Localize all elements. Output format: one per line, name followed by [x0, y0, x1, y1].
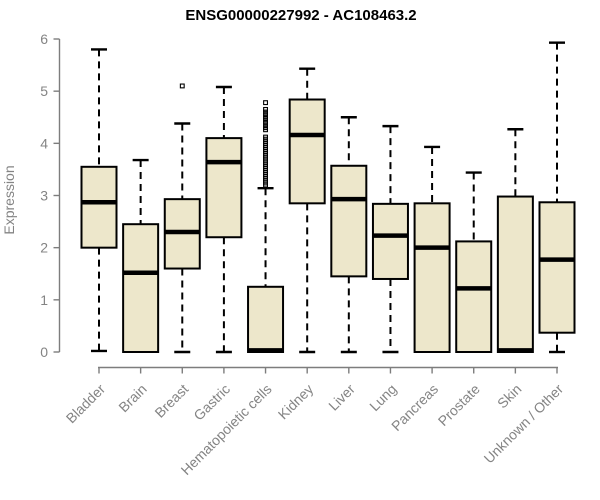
boxplot-gastric — [205, 85, 243, 354]
boxplot-skin — [496, 128, 534, 353]
boxplot-bladder — [80, 48, 118, 353]
outlier-point — [263, 120, 268, 125]
y-tick-label: 3 — [40, 188, 48, 204]
x-tick-label: Brain — [115, 381, 149, 415]
iqr-box — [455, 240, 493, 353]
boxplot-brain — [122, 158, 160, 353]
y-axis: 0 1 2 3 4 5 6 — [40, 31, 61, 360]
outlier-point — [179, 83, 185, 89]
outlier-point — [263, 114, 268, 120]
x-tick-label: Lung — [366, 381, 399, 414]
iqr-box — [330, 164, 368, 278]
x-tick-label: Unknown / Other — [481, 381, 567, 467]
x-tick-label: Liver — [325, 381, 358, 414]
iqr-box — [538, 201, 576, 334]
boxplot-lung — [371, 124, 409, 354]
iqr-box — [80, 165, 118, 249]
y-tick-label: 5 — [40, 83, 48, 99]
boxplot-pancreas — [413, 145, 451, 353]
boxplot-liver — [330, 116, 368, 354]
x-tick-label: Prostate — [435, 381, 483, 429]
chart-title: ENSG00000227992 - AC108463.2 — [185, 7, 416, 24]
outlier-point — [263, 127, 268, 133]
outlier-point — [263, 112, 268, 118]
x-tick-label: Breast — [151, 381, 191, 421]
y-tick-label: 1 — [40, 292, 48, 308]
y-tick-label: 6 — [40, 31, 48, 47]
outlier-point — [263, 106, 268, 112]
y-tick-label: 4 — [40, 135, 48, 151]
y-tick-label: 2 — [40, 240, 48, 256]
y-axis-label: Expression — [1, 165, 17, 234]
boxplot-series — [80, 41, 576, 354]
boxplot-prostate — [455, 171, 493, 353]
x-tick-label: Kidney — [275, 381, 317, 423]
iqr-box — [371, 202, 409, 280]
outlier-point — [263, 100, 268, 106]
iqr-box — [288, 98, 326, 205]
iqr-box — [247, 285, 285, 353]
iqr-box — [496, 195, 534, 353]
outlier-point — [263, 182, 268, 188]
boxplot-unknown-other — [538, 41, 576, 354]
boxplot-kidney — [288, 67, 326, 354]
iqr-box — [122, 223, 160, 353]
iqr-box — [413, 202, 451, 353]
y-tick-label: 0 — [40, 344, 48, 360]
outlier-point — [263, 109, 268, 115]
boxplot-hematopoietic-cells — [247, 100, 285, 353]
x-tick-label: Bladder — [63, 381, 109, 427]
outlier-point — [263, 122, 268, 128]
boxplot-breast — [163, 83, 201, 354]
outlier-point — [263, 117, 268, 123]
iqr-box — [205, 137, 243, 239]
x-tick-label: Skin — [494, 381, 525, 412]
